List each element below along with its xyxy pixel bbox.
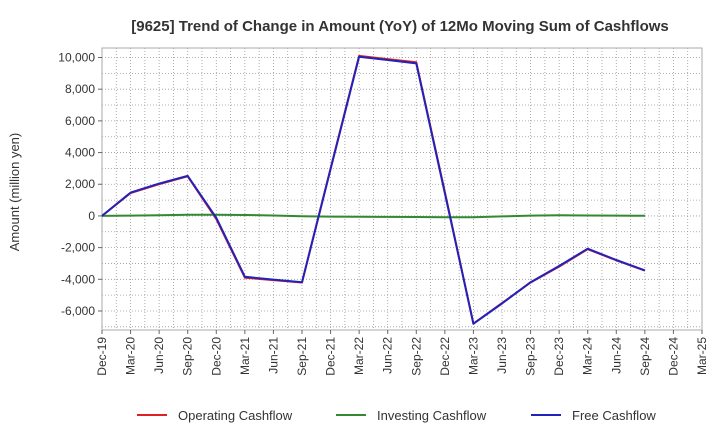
- plot-frame: [101, 47, 703, 331]
- x-tick-label: Dec-24: [666, 337, 680, 376]
- x-tick-label: Mar-21: [238, 337, 252, 375]
- y-tick-label: -2,000: [61, 241, 95, 255]
- y-tick-label: 10,000: [58, 51, 95, 65]
- x-tick-label: Sep-20: [181, 337, 195, 376]
- x-tick-label: Dec-23: [552, 337, 566, 376]
- x-tick-label: Mar-25: [695, 337, 709, 375]
- y-tick-label: 2,000: [65, 177, 95, 191]
- y-tick-label: 0: [88, 209, 95, 223]
- series-line-investing-cashflow: [101, 213, 645, 219]
- x-tick-label: Jun-22: [381, 337, 395, 374]
- y-tick-label: -6,000: [61, 304, 95, 318]
- x-tick-label: Jun-23: [495, 337, 509, 374]
- x-tick-label: Mar-24: [581, 337, 595, 375]
- x-tick-label: Dec-19: [95, 337, 109, 376]
- x-tick-label: Sep-22: [409, 337, 423, 376]
- x-tick-label: Mar-22: [352, 337, 366, 375]
- series-line-free-cashflow: [101, 55, 646, 325]
- grid: [102, 48, 702, 330]
- y-tick-label: 8,000: [65, 82, 95, 96]
- x-tick-label: Dec-20: [209, 337, 223, 376]
- y-tick-label: 6,000: [65, 114, 95, 128]
- x-tick-label: Jun-24: [609, 337, 623, 374]
- x-axis-ticks: Dec-19 Mar-20 Jun-20 Sep-20 Dec-20 Mar-21 Jun-…: [95, 330, 709, 376]
- x-tick-label: Sep-21: [295, 337, 309, 376]
- x-tick-label: Mar-20: [124, 337, 138, 375]
- legend-label-investing-cashflow: Investing Cashflow: [377, 408, 487, 423]
- legend-label-operating-cashflow: Operating Cashflow: [178, 408, 293, 423]
- y-axis-label: Amount (million yen): [7, 133, 22, 252]
- chart-title: [9625] Trend of Change in Amount (YoY) o…: [131, 18, 669, 35]
- legend: Operating Cashflow Investing Cashflow Free…: [137, 408, 656, 423]
- x-tick-label: Sep-23: [524, 337, 538, 376]
- y-axis-ticks: -6,000 -4,000 -2,000 0 2,000 4,000 6,000 8,000 1…: [58, 51, 102, 318]
- y-tick-label: -4,000: [61, 272, 95, 286]
- x-tick-label: Jun-20: [152, 337, 166, 374]
- x-tick-label: Dec-22: [438, 337, 452, 376]
- x-tick-label: Dec-21: [324, 337, 338, 376]
- x-tick-label: Mar-23: [466, 337, 480, 375]
- x-tick-label: Sep-24: [638, 337, 652, 376]
- legend-label-free-cashflow: Free Cashflow: [572, 408, 656, 423]
- x-tick-label: Jun-21: [266, 337, 280, 374]
- y-tick-label: 4,000: [65, 146, 95, 160]
- series: [101, 54, 646, 325]
